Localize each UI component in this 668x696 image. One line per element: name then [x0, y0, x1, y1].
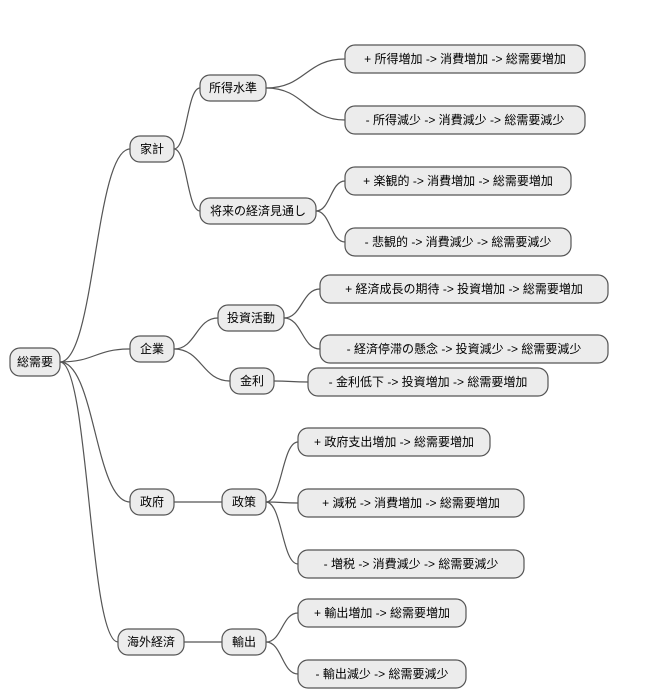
tree-node: 家計	[130, 136, 174, 162]
tree-node: + 減税 -> 消費増加 -> 総需要増加	[298, 489, 524, 517]
node-label: + 政府支出増加 -> 総需要増加	[314, 434, 474, 449]
tree-node: - 所得減少 -> 消費減少 -> 総需要減少	[345, 106, 585, 134]
tree-node: + 経済成長の期待 -> 投資増加 -> 総需要増加	[320, 275, 608, 303]
tree-node: 金利	[230, 368, 274, 394]
tree-edge	[60, 362, 118, 642]
node-label: + 楽観的 -> 消費増加 -> 総需要増加	[363, 173, 553, 188]
tree-edge	[316, 181, 345, 211]
tree-node: - 増税 -> 消費減少 -> 総需要減少	[298, 550, 524, 578]
tree-edge	[316, 211, 345, 242]
tree-node: 海外経済	[118, 629, 184, 655]
tree-edge	[60, 149, 130, 362]
tree-node: 政策	[222, 489, 266, 515]
tree-node: 輸出	[222, 629, 266, 655]
tree-node: 将来の経済見通し	[200, 198, 316, 224]
tree-edge	[174, 88, 200, 149]
tree-node: - 金利低下 -> 投資増加 -> 総需要増加	[308, 368, 548, 396]
tree-edge	[60, 362, 130, 502]
tree-node: 所得水準	[200, 75, 266, 101]
tree-node: + 所得増加 -> 消費増加 -> 総需要増加	[345, 45, 585, 73]
node-label: 海外経済	[127, 634, 175, 649]
tree-node: + 政府支出増加 -> 総需要増加	[298, 428, 490, 456]
tree-edge	[266, 442, 298, 502]
tree-node: - 輸出減少 -> 総需要減少	[298, 660, 466, 688]
tree-edge	[266, 502, 298, 564]
node-label: - 輸出減少 -> 総需要減少	[315, 666, 448, 681]
tree-node: - 悲観的 -> 消費減少 -> 総需要減少	[345, 228, 571, 256]
tree-edge	[284, 289, 320, 318]
tree-edge	[174, 318, 218, 349]
tree-node: 総需要	[10, 348, 60, 376]
node-label: 企業	[140, 341, 164, 356]
node-label: + 所得増加 -> 消費増加 -> 総需要増加	[364, 51, 566, 66]
tree-node: - 経済停滞の懸念 -> 投資減少 -> 総需要減少	[320, 335, 608, 363]
tree-node: + 楽観的 -> 消費増加 -> 総需要増加	[345, 167, 571, 195]
tree-edge	[274, 381, 308, 382]
node-label: 輸出	[232, 634, 256, 649]
node-label: + 輸出増加 -> 総需要増加	[314, 605, 450, 620]
tree-node: 投資活動	[218, 305, 284, 331]
tree-edge	[284, 318, 320, 349]
tree-diagram: 総需要 家計企業政府海外経済 所得水準将来の経済見通し投資活動金利政策輸出 + 所得増…	[0, 0, 668, 696]
tree-node: 政府	[130, 489, 174, 515]
node-label: 政府	[140, 494, 164, 509]
node-label: 総需要	[17, 355, 53, 369]
node-label: - 所得減少 -> 消費減少 -> 総需要減少	[366, 112, 565, 127]
node-label: 金利	[240, 373, 264, 388]
tree-edge	[174, 149, 200, 211]
node-label: - 悲観的 -> 消費減少 -> 総需要減少	[365, 234, 552, 249]
tree-edge	[174, 349, 230, 381]
node-label: + 減税 -> 消費増加 -> 総需要増加	[322, 495, 500, 510]
tree-edge	[266, 642, 298, 674]
tree-edge	[266, 59, 345, 88]
node-label: 家計	[140, 141, 164, 156]
node-label: + 経済成長の期待 -> 投資増加 -> 総需要増加	[345, 281, 583, 296]
tree-edge	[266, 613, 298, 642]
tree-edge	[266, 502, 298, 503]
node-label: 将来の経済見通し	[210, 203, 306, 218]
tree-node: 企業	[130, 336, 174, 362]
node-label: - 増税 -> 消費減少 -> 総需要減少	[324, 556, 499, 571]
node-label: 所得水準	[209, 80, 257, 95]
node-label: 投資活動	[227, 310, 275, 325]
node-label: 政策	[232, 495, 256, 509]
tree-node: + 輸出増加 -> 総需要増加	[298, 599, 466, 627]
tree-edge	[266, 88, 345, 120]
node-label: - 金利低下 -> 投資増加 -> 総需要増加	[329, 374, 528, 389]
node-label: - 経済停滞の懸念 -> 投資減少 -> 総需要減少	[347, 341, 582, 356]
